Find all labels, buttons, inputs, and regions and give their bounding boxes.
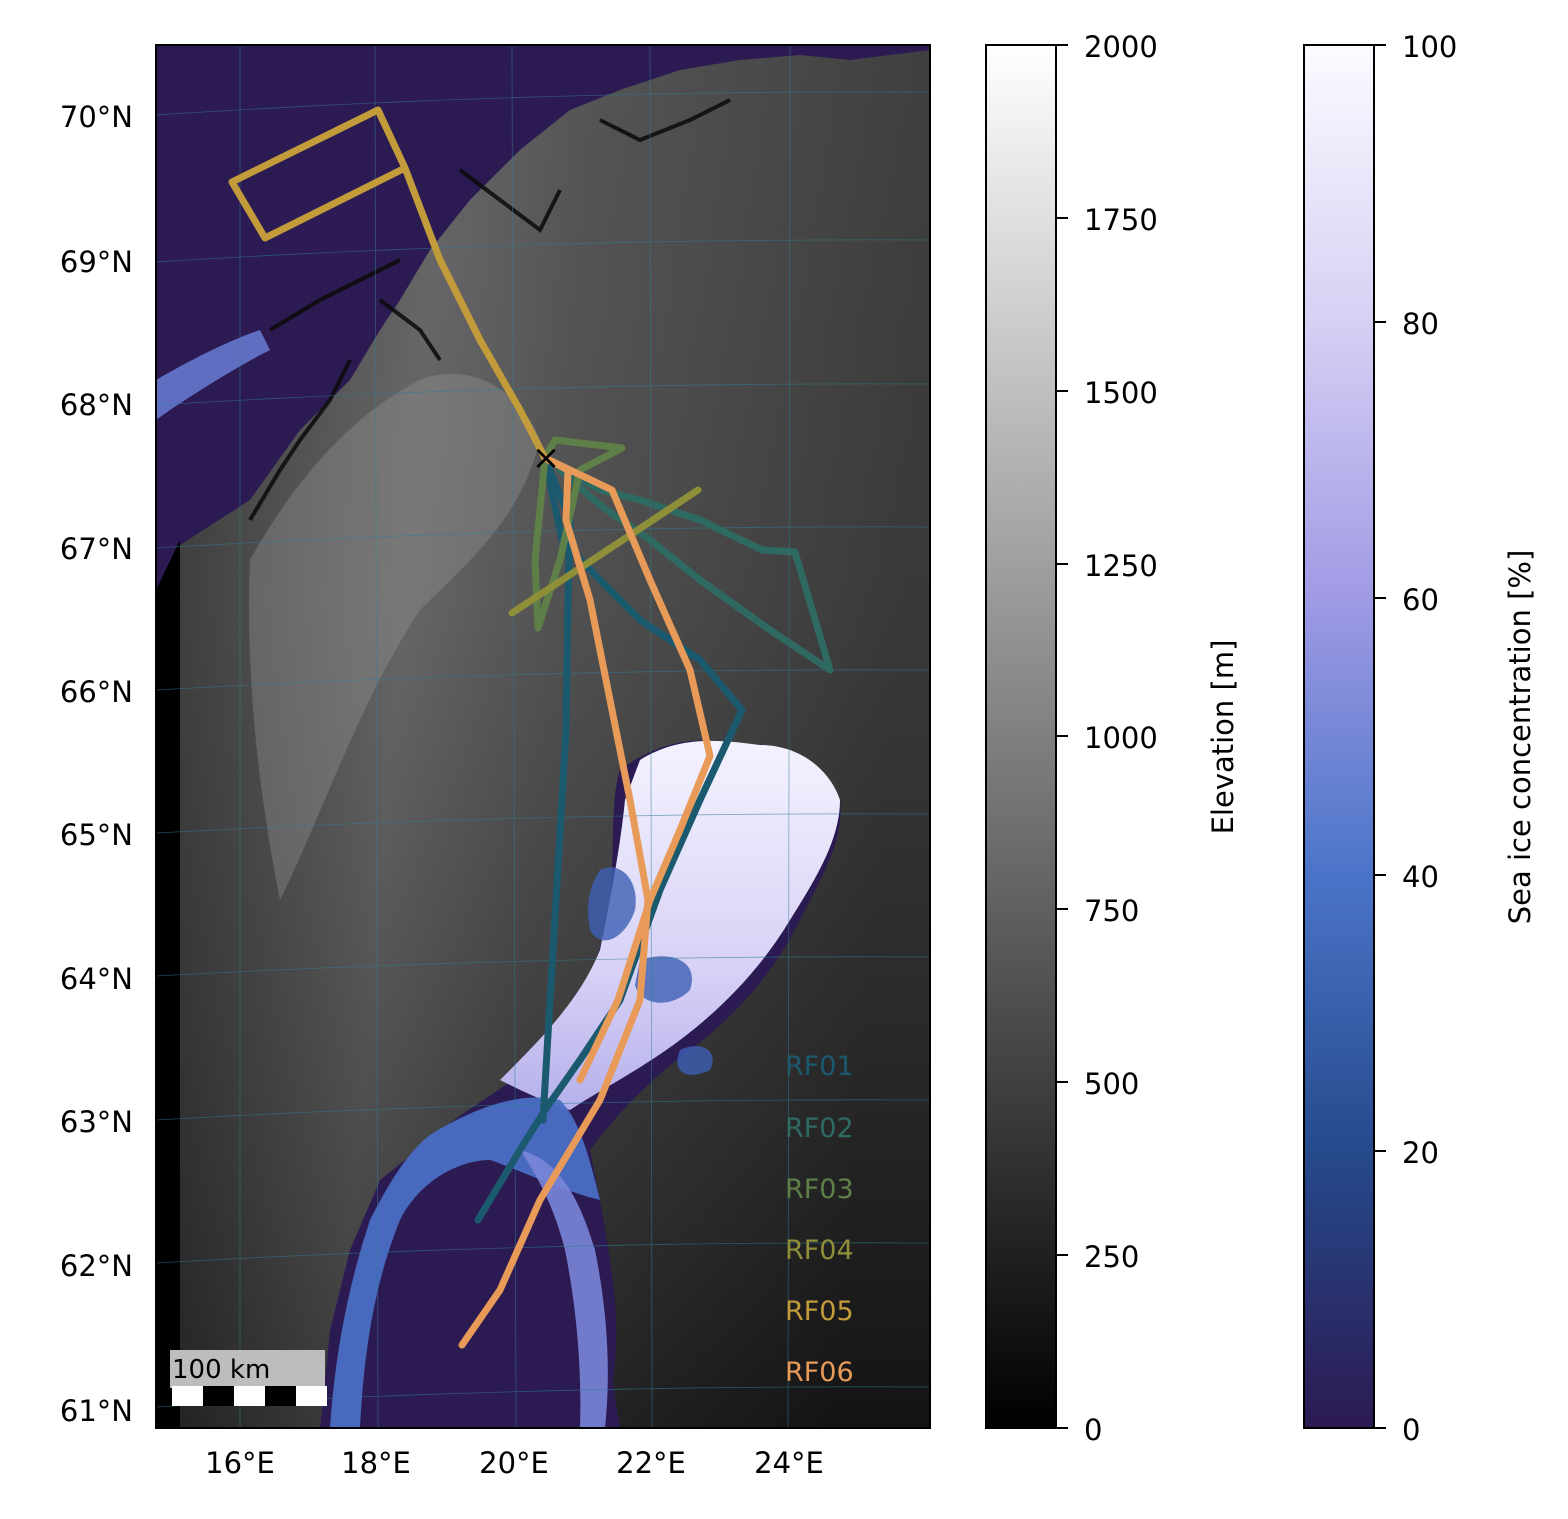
lon-tick-20: 20°E — [479, 1446, 549, 1480]
elev-tick-1000: 1000 — [1084, 721, 1158, 755]
ice-tick-100: 100 — [1402, 30, 1457, 64]
legend-rf01: RF01 — [785, 1051, 854, 1082]
lon-tick-16: 16°E — [205, 1446, 275, 1480]
ice-tick-0: 0 — [1402, 1413, 1420, 1447]
legend-rf05: RF05 — [785, 1296, 854, 1327]
flight-tracks — [228, 106, 834, 1349]
track-rf05 — [228, 106, 549, 462]
track-rf03 — [531, 436, 626, 632]
ice-tick-80: 80 — [1402, 307, 1439, 341]
sea-ice-blue-patches — [588, 867, 713, 1075]
lat-tick-63: 63°N — [60, 1105, 133, 1139]
lon-tick-22: 22°E — [616, 1446, 686, 1480]
lat-tick-68: 68°N — [60, 388, 133, 422]
track-rf04 — [508, 486, 702, 617]
sea-ice-coast-west — [330, 1097, 600, 1428]
origin-marker: × — [532, 438, 561, 478]
scale-bar: 100 km — [170, 1350, 327, 1406]
ice-colorbar: 0 20 40 60 80 100 Sea ice concentration … — [1303, 30, 1537, 1447]
elev-tick-1750: 1750 — [1084, 203, 1158, 237]
sea-ice-coast-east — [520, 1150, 608, 1428]
elev-tick-2000: 2000 — [1084, 30, 1158, 64]
lat-tick-64: 64°N — [60, 962, 133, 996]
elev-tick-500: 500 — [1084, 1067, 1139, 1101]
elevation-ticks — [1056, 44, 1068, 1429]
elevation-colorbar: 0 250 500 750 1000 1250 1500 1750 2000 E… — [985, 30, 1240, 1447]
ice-tick-20: 20 — [1402, 1136, 1439, 1170]
scale-bar-label: 100 km — [172, 1355, 270, 1385]
elev-tick-1250: 1250 — [1084, 549, 1158, 583]
map-frame — [155, 44, 931, 1429]
elevation-colorbar-label: Elevation [m] — [1206, 640, 1240, 835]
lon-tick-24: 24°E — [754, 1446, 824, 1480]
elev-tick-1500: 1500 — [1084, 376, 1158, 410]
elevation-colorbar-ramp — [985, 44, 1057, 1429]
elev-tick-250: 250 — [1084, 1240, 1139, 1274]
track-rf06-b — [541, 454, 714, 1084]
lat-tick-66: 66°N — [60, 675, 133, 709]
map-panel: × 100 km RF01 RF02 RF03 RF04 RF05 RF06 — [156, 45, 930, 1428]
lat-tick-65: 65°N — [60, 818, 133, 852]
legend-rf04: RF04 — [785, 1235, 854, 1266]
elev-tick-0: 0 — [1084, 1413, 1102, 1447]
elevation-tick-labels: 0 250 500 750 1000 1250 1500 1750 2000 — [1084, 30, 1158, 1447]
elev-tick-750: 750 — [1084, 894, 1139, 928]
flight-legend: RF01 RF02 RF03 RF04 RF05 RF06 — [785, 1051, 854, 1388]
lon-tick-labels: 16°E 18°E 20°E 22°E 24°E — [205, 1446, 824, 1480]
ice-colorbar-label: Sea ice concentration [%] — [1503, 550, 1537, 925]
sea-ice-north — [500, 740, 840, 1110]
legend-rf03: RF03 — [785, 1174, 854, 1205]
lon-tick-18: 18°E — [341, 1446, 411, 1480]
lat-tick-61: 61°N — [60, 1394, 133, 1428]
ice-tick-40: 40 — [1402, 860, 1439, 894]
arctic-ice-fringe — [156, 330, 270, 420]
track-rf06 — [458, 454, 652, 1349]
ice-tick-labels: 0 20 40 60 80 100 — [1402, 30, 1457, 1447]
track-rf02 — [541, 454, 834, 674]
legend-rf06: RF06 — [785, 1357, 854, 1388]
ice-tick-60: 60 — [1402, 583, 1439, 617]
legend-rf02: RF02 — [785, 1113, 854, 1144]
lat-tick-62: 62°N — [60, 1249, 133, 1283]
lat-tick-69: 69°N — [60, 245, 133, 279]
highland-band — [249, 373, 540, 901]
lat-tick-70: 70°N — [60, 100, 133, 134]
lat-tick-67: 67°N — [60, 532, 133, 566]
ice-colorbar-ramp — [1303, 44, 1375, 1429]
ice-ticks — [1374, 44, 1386, 1429]
no-data-area — [156, 540, 180, 1428]
lat-tick-labels: 70°N 69°N 68°N 67°N 66°N 65°N 64°N 63°N … — [60, 100, 133, 1428]
fjord-coast — [248, 98, 731, 522]
